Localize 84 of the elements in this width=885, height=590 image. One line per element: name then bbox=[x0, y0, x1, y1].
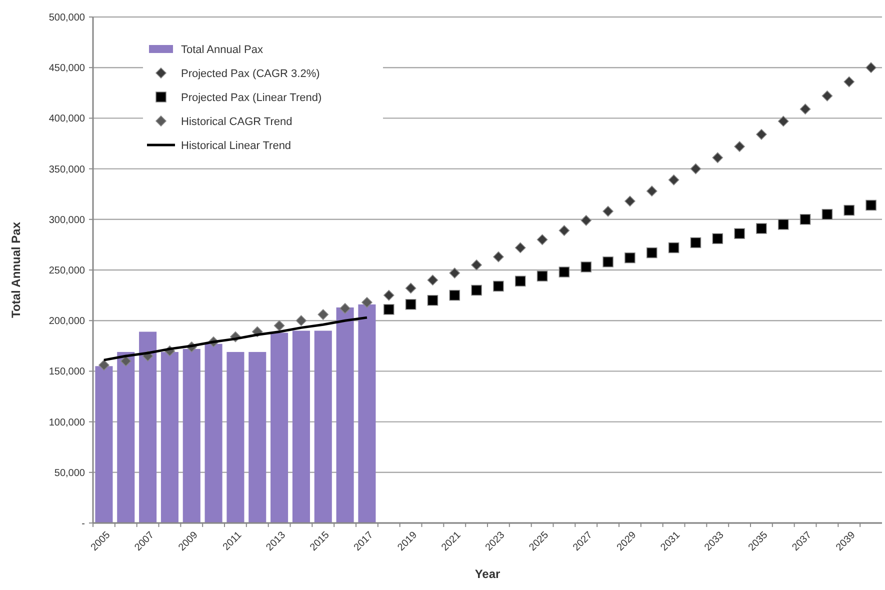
bar bbox=[314, 330, 332, 523]
point bbox=[120, 356, 132, 366]
bar bbox=[95, 366, 113, 523]
y-tick-label: 400,000 bbox=[48, 114, 86, 125]
point bbox=[844, 76, 855, 88]
point bbox=[668, 242, 680, 254]
point bbox=[624, 196, 636, 207]
bar bbox=[292, 330, 310, 523]
point bbox=[822, 208, 833, 220]
point bbox=[646, 247, 658, 258]
y-tick-label: 500,000 bbox=[48, 12, 86, 24]
point bbox=[778, 116, 789, 127]
bar bbox=[270, 332, 288, 523]
point bbox=[318, 309, 329, 320]
point bbox=[580, 215, 592, 226]
y-tick-label: 300,000 bbox=[48, 214, 86, 226]
point bbox=[602, 256, 614, 268]
point bbox=[383, 290, 394, 301]
point bbox=[734, 141, 745, 152]
y-tick-label: 250,000 bbox=[48, 266, 86, 276]
bar bbox=[204, 344, 222, 523]
point bbox=[383, 304, 394, 315]
point bbox=[449, 268, 460, 278]
point bbox=[602, 206, 614, 217]
bar bbox=[248, 352, 266, 523]
point bbox=[712, 233, 724, 244]
point bbox=[427, 294, 438, 306]
point bbox=[98, 360, 110, 371]
point bbox=[558, 266, 570, 278]
point bbox=[866, 200, 876, 211]
point bbox=[493, 280, 504, 292]
point bbox=[800, 214, 811, 225]
y-tick-label: 150,000 bbox=[48, 366, 86, 378]
y-axis-title: Total Annual Pax bbox=[9, 222, 23, 318]
legend-label: Historical Linear Trend bbox=[181, 140, 292, 152]
point bbox=[514, 242, 526, 254]
point bbox=[340, 303, 350, 314]
point bbox=[362, 296, 372, 308]
bar bbox=[182, 348, 200, 523]
y-tick-label: 350,000 bbox=[48, 164, 86, 176]
point bbox=[514, 276, 526, 287]
y-tick-label: - bbox=[82, 518, 85, 530]
point bbox=[734, 228, 745, 239]
point bbox=[427, 274, 438, 286]
point bbox=[690, 237, 702, 248]
point bbox=[844, 204, 855, 216]
y-tick-label: 100,000 bbox=[48, 417, 86, 428]
y-tick-label: 450,000 bbox=[48, 63, 86, 74]
point bbox=[778, 219, 789, 230]
y-tick-label: 50,000 bbox=[54, 468, 86, 479]
legend-label: Historical CAGR Trend bbox=[181, 116, 292, 128]
point bbox=[580, 262, 592, 272]
point bbox=[471, 260, 482, 270]
point bbox=[690, 163, 702, 174]
point bbox=[493, 251, 504, 262]
point bbox=[668, 174, 680, 186]
point bbox=[449, 290, 460, 301]
point bbox=[712, 152, 724, 164]
point bbox=[756, 128, 767, 140]
point bbox=[536, 234, 548, 246]
point bbox=[866, 62, 876, 73]
point bbox=[822, 90, 833, 102]
x-axis-title: Year bbox=[474, 567, 501, 581]
point bbox=[536, 270, 548, 282]
point bbox=[405, 299, 416, 310]
point bbox=[558, 225, 570, 236]
point bbox=[646, 186, 658, 196]
y-tick-label: 200,000 bbox=[48, 316, 86, 328]
point bbox=[756, 223, 767, 234]
point bbox=[624, 252, 636, 264]
point bbox=[405, 282, 416, 294]
legend-label: Projected Pax (Linear Trend) bbox=[181, 92, 322, 104]
bar bbox=[226, 352, 244, 523]
bar bbox=[160, 352, 178, 523]
legend-label: Projected Pax (CAGR 3.2%) bbox=[181, 68, 320, 80]
point bbox=[471, 284, 482, 296]
legend-label: Total Annual Pax bbox=[181, 44, 264, 56]
bar bbox=[117, 352, 135, 523]
bar bbox=[336, 307, 354, 523]
bar bbox=[358, 304, 376, 523]
point bbox=[800, 104, 811, 114]
point bbox=[274, 320, 285, 332]
bar bbox=[139, 332, 157, 523]
point bbox=[296, 315, 307, 326]
